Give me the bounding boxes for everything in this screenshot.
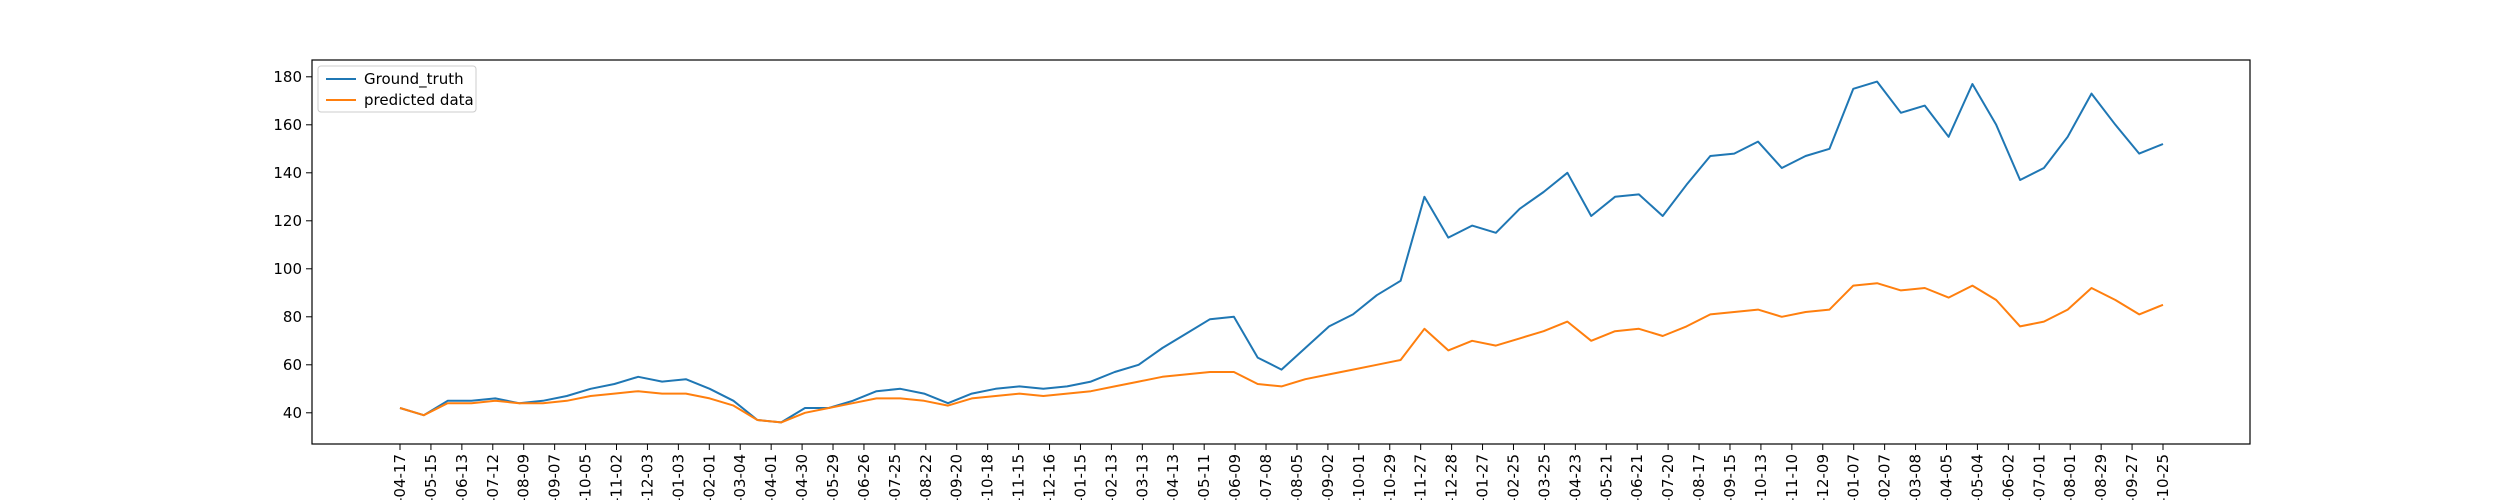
x-tick-label: -12-09: [1814, 454, 1832, 500]
x-tick-label: -06-21: [1628, 454, 1646, 500]
x-tick-label: -11-02: [608, 454, 626, 500]
x-tick-label: -11-27: [1412, 454, 1430, 500]
y-tick-label: 140: [273, 164, 302, 182]
x-tick-label: -05-29: [824, 454, 842, 500]
x-tick-label: -06-13: [453, 454, 471, 500]
x-tick-label: -01-15: [1071, 454, 1089, 500]
x-tick-label: -10-13: [1752, 454, 1770, 500]
x-tick-label: -01-07: [1845, 454, 1863, 500]
x-tick-label: -02-25: [1504, 454, 1522, 500]
y-tick-label: 60: [283, 356, 302, 374]
x-tick-label: -07-12: [484, 454, 502, 500]
x-tick-label: -09-15: [1721, 454, 1739, 500]
x-tick-label: -12-16: [1041, 454, 1059, 500]
x-tick-label: -09-07: [546, 454, 564, 500]
x-tick-label: -07-01: [2030, 454, 2048, 500]
x-tick-label: -10-18: [979, 454, 997, 500]
x-tick-label: -07-20: [1659, 454, 1677, 500]
x-tick-label: -11-10: [1783, 454, 1801, 500]
legend-label-predicted-data: predicted data: [364, 91, 474, 109]
series-line-predicted-data: [399, 282, 2164, 424]
x-tick-label: -06-02: [1999, 454, 2017, 500]
x-axis: -04-17 -05-15 -06-13 -07-12 -08-09 -09-07 -10-…: [391, 444, 2172, 500]
x-tick-label: -10-25: [2154, 454, 2172, 500]
x-tick-label: -12-03: [638, 454, 656, 500]
x-tick-label: -03-13: [1133, 454, 1151, 500]
x-tick-label: -04-01: [762, 454, 780, 500]
x-tick-label: -05-21: [1597, 454, 1615, 500]
x-tick-label: -04-05: [1937, 454, 1955, 500]
x-tick-label: -06-26: [855, 454, 873, 500]
y-tick-label: 100: [273, 260, 302, 278]
y-tick-label: 180: [273, 68, 302, 86]
x-tick-label: -10-01: [1350, 454, 1368, 500]
legend-box: [317, 65, 477, 113]
x-tick-label: -09-27: [2123, 454, 2141, 500]
legend: Ground_truth predicted data: [317, 65, 477, 113]
legend-label-ground-truth: Ground_truth: [364, 70, 464, 89]
x-tick-label: -04-23: [1566, 454, 1584, 500]
x-tick-label: -12-28: [1443, 454, 1461, 500]
x-tick-label: -08-01: [2061, 454, 2079, 500]
x-tick-label: -04-13: [1164, 454, 1182, 500]
x-tick-label: -08-29: [2092, 454, 2110, 500]
x-tick-label: -02-07: [1876, 454, 1894, 500]
series-line-ground-truth: [399, 80, 2164, 424]
x-tick-label: -02-13: [1102, 454, 1120, 500]
x-tick-label: -04-17: [391, 454, 409, 500]
plot-frame: [311, 59, 2251, 445]
x-tick-label: -03-25: [1535, 454, 1553, 500]
x-tick-label: -03-08: [1907, 454, 1925, 500]
x-tick-label: -10-29: [1381, 454, 1399, 500]
series-layer: [399, 80, 2164, 424]
x-tick-label: -05-15: [422, 454, 440, 500]
x-tick-label: -01-03: [669, 454, 687, 500]
y-tick-label: 160: [273, 116, 302, 134]
x-tick-label: -05-11: [1195, 454, 1213, 500]
x-tick-label: -10-05: [577, 454, 595, 500]
x-tick-label: -06-09: [1226, 454, 1244, 500]
x-tick-label: -04-30: [793, 454, 811, 500]
x-tick-label: -03-04: [731, 454, 749, 500]
x-tick-label: -01-27: [1474, 454, 1492, 500]
x-tick-label: -05-04: [1968, 454, 1986, 500]
x-tick-label: -08-05: [1288, 454, 1306, 500]
y-tick-label: 80: [283, 308, 302, 326]
x-tick-label: -07-25: [886, 454, 904, 500]
x-tick-label: -08-09: [515, 454, 533, 500]
x-tick-label: -08-17: [1690, 454, 1708, 500]
x-tick-label: -09-20: [948, 454, 966, 500]
y-axis: 40 60 80 100 120 140 160 180: [273, 68, 312, 422]
x-tick-label: -02-01: [700, 454, 718, 500]
x-tick-label: -08-22: [917, 454, 935, 500]
x-tick-label: -07-08: [1257, 454, 1275, 500]
x-tick-label: -11-15: [1010, 454, 1028, 500]
y-tick-label: 40: [283, 404, 302, 422]
x-tick-label: -09-02: [1319, 454, 1337, 500]
y-tick-label: 120: [273, 212, 302, 230]
